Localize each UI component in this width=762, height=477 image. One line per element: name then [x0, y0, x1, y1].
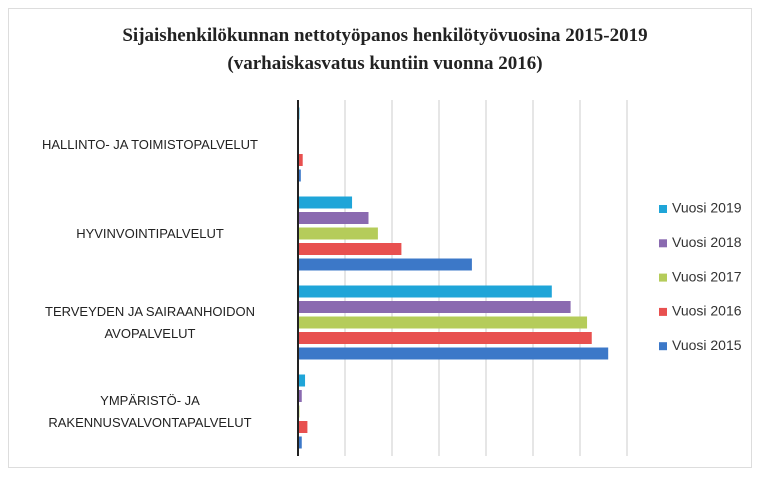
bar: [298, 421, 308, 433]
legend-swatch: [659, 239, 667, 248]
bar: [298, 436, 302, 449]
bar: [298, 154, 303, 166]
bar: [298, 169, 301, 182]
y-tick-label: HYVINVOINTIPALVELUT: [76, 225, 224, 241]
bar: [298, 227, 378, 240]
legend-swatch: [659, 342, 667, 351]
bar: [298, 374, 306, 387]
legend-label: Vuosi 2018: [672, 234, 742, 250]
chart-title: Sijaishenkilökunnan nettotyöpanos henkil…: [122, 25, 648, 74]
legend-label: Vuosi 2016: [672, 303, 742, 319]
bar: [298, 196, 353, 209]
y-tick-label: TERVEYDEN JA SAIRAANHOIDON AVOPALVELUT: [45, 303, 255, 341]
bar: [298, 332, 592, 344]
legend-label: Vuosi 2015: [672, 337, 742, 353]
chart-frame: [8, 8, 752, 468]
legend-swatch: [659, 273, 667, 282]
bar: [298, 212, 369, 224]
bar: [298, 258, 472, 271]
y-tick-label: YMPÄRISTÖ- JA RAKENNUSVALVONTAPALVELUT: [48, 392, 252, 430]
bar: [298, 390, 302, 402]
bar: [298, 285, 552, 298]
legend-swatch: [659, 307, 667, 316]
legend-label: Vuosi 2019: [672, 200, 742, 216]
bar: [298, 347, 609, 360]
bar: [298, 316, 588, 329]
legend-label: Vuosi 2017: [672, 268, 742, 284]
legend-swatch: [659, 205, 667, 213]
y-tick-label: HALLINTO- JA TOIMISTOPALVELUT: [41, 136, 258, 152]
bar: [298, 301, 571, 313]
bar: [298, 243, 402, 255]
